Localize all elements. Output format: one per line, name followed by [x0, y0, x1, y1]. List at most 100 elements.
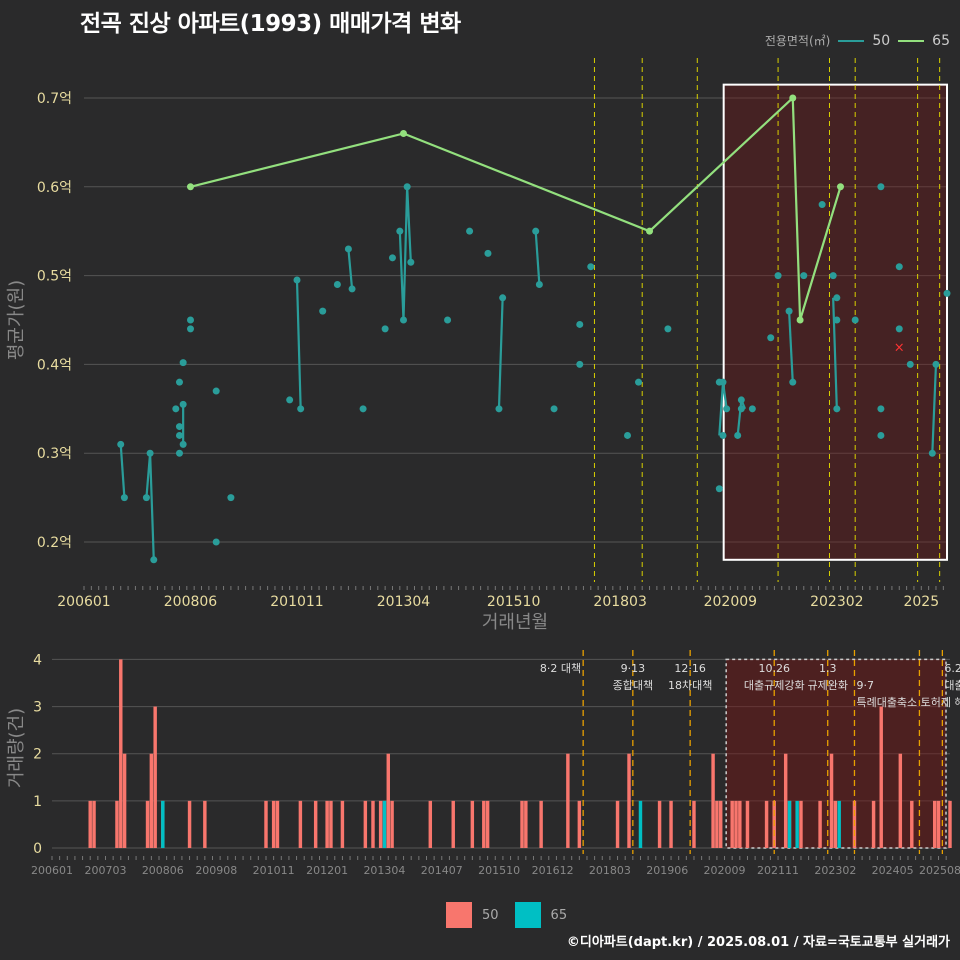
- series-50-point-27: [388, 254, 396, 262]
- series-50-point-55: [767, 334, 775, 342]
- bar-50-51: [799, 800, 803, 848]
- series-50-point-33: [466, 227, 474, 235]
- y-tick-top-4: 0.6억: [37, 180, 72, 196]
- bar-50-20: [371, 800, 375, 848]
- x-tick-top-1: 200806: [164, 594, 218, 610]
- x-tick-bottom-5: 201201: [306, 864, 348, 877]
- x-tick-bottom-11: 201906: [646, 864, 688, 877]
- series-50-point-37: [532, 227, 540, 235]
- x-tick-top-7: 202302: [810, 594, 863, 610]
- y-tick-bottom-0: 0: [33, 841, 42, 857]
- bar-50-38: [669, 800, 673, 848]
- series-50-point-49: [719, 431, 727, 439]
- series-50-point-35: [495, 405, 503, 413]
- series-50-point-30: [403, 183, 411, 191]
- policy-annotation-3-1: 대출규제강화: [744, 679, 805, 692]
- series-65-point-2: [646, 227, 654, 235]
- series-50-point-46: [715, 485, 723, 493]
- bar-65-4: [795, 800, 799, 848]
- series-50-line-0: [119, 444, 126, 498]
- bar-50-12: [271, 800, 276, 848]
- bar-50-15: [313, 800, 318, 848]
- series-50-point-38: [535, 280, 543, 288]
- series-50-line-10: [787, 311, 794, 383]
- x-tick-top-6: 202009: [704, 594, 757, 610]
- series-50-point-43: [624, 431, 632, 439]
- series-50-point-24: [348, 285, 356, 293]
- x-axis-title-top: 거래년월: [482, 612, 548, 633]
- bar-50-30: [520, 800, 524, 848]
- x-tick-bottom-2: 200806: [142, 864, 184, 877]
- series-50-point-28: [396, 227, 404, 235]
- legend-swatch-50: [838, 39, 865, 42]
- bar-50-29: [485, 800, 490, 848]
- x-tick-bottom-1: 200703: [84, 864, 126, 877]
- legend-swatch-65: [898, 39, 925, 42]
- policy-annotation-4-0: 1.3: [819, 662, 837, 675]
- x-tick-bottom-4: 201011: [253, 864, 295, 877]
- bar-50-56: [871, 800, 876, 848]
- series-65-point-1: [399, 129, 407, 137]
- bar-50-46: [745, 800, 750, 848]
- policy-annotation-6-2: 특례대출축소 토허제 해제: [856, 695, 960, 709]
- bar-50-40: [711, 753, 715, 848]
- series-50-line-6: [497, 297, 504, 409]
- series-50-point-48: [719, 378, 727, 386]
- x-tick-bottom-14: 202302: [814, 864, 856, 877]
- bar-50-58: [898, 753, 903, 848]
- bar-50-32: [539, 800, 543, 848]
- series-50-point-63: [833, 316, 841, 324]
- x-tick-top-2: 201011: [270, 594, 323, 610]
- series-50-point-11: [179, 440, 187, 448]
- bar-50-47: [764, 800, 769, 848]
- series-50-point-36: [499, 294, 507, 302]
- bar-50-42: [719, 800, 723, 848]
- bar-50-9: [187, 800, 192, 848]
- policy-annotation-7-1: 대출규: [944, 679, 960, 692]
- series-50-line-1: [145, 453, 155, 560]
- series-50-point-67: [877, 405, 885, 413]
- bar-50-26: [451, 800, 455, 848]
- y-tick-top-1: 0.3억: [37, 446, 72, 462]
- y-tick-bottom-1: 1: [33, 794, 42, 810]
- y-tick-top-5: 0.7억: [37, 91, 72, 107]
- bar-50-5: [145, 800, 150, 848]
- bar-50-62: [948, 800, 952, 848]
- legend-bar-label-65: 65: [550, 907, 568, 923]
- series-50-point-71: [906, 360, 914, 368]
- series-50-point-41: [576, 360, 584, 368]
- series-50-point-64: [833, 405, 841, 413]
- bar-65-3: [787, 800, 792, 848]
- series-50-point-32: [444, 316, 452, 324]
- bar-50-37: [657, 800, 662, 848]
- bar-50-57: [879, 706, 883, 848]
- bar-50-1: [92, 800, 96, 848]
- policy-annotation-0-0: 8·2 대책: [540, 662, 581, 675]
- y-tick-bottom-3: 3: [33, 700, 42, 716]
- series-65-point-4: [796, 316, 804, 324]
- bar-50-54: [833, 800, 838, 848]
- series-50-point-66: [877, 183, 885, 191]
- chart-title: 전곡 진상 아파트(1993) 매매가격 변화: [80, 11, 461, 37]
- bar-50-36: [627, 753, 631, 848]
- series-50-line-3: [295, 280, 302, 409]
- bar-50-49: [783, 753, 788, 848]
- series-50-point-9: [175, 449, 183, 457]
- legend-area-top: 전용면적(㎡) 50 65: [765, 32, 950, 49]
- bar-50-10: [203, 800, 207, 848]
- series-50-point-2: [142, 494, 150, 502]
- series-50-point-21: [319, 307, 327, 315]
- y-tick-top-2: 0.4억: [37, 357, 72, 373]
- series-50-point-10: [179, 400, 187, 408]
- x-tick-bottom-10: 201803: [589, 864, 631, 877]
- series-50-point-69: [895, 325, 903, 333]
- series-50-point-68: [877, 431, 885, 439]
- bar-50-7: [153, 706, 157, 848]
- series-50-point-25: [359, 405, 367, 413]
- series-50-point-14: [186, 325, 194, 333]
- policy-annotation-2-0: 12·16: [674, 662, 706, 675]
- series-50-line-5: [398, 186, 412, 321]
- legend-area-bottom: 50 65: [446, 902, 567, 928]
- series-50-point-31: [407, 258, 415, 266]
